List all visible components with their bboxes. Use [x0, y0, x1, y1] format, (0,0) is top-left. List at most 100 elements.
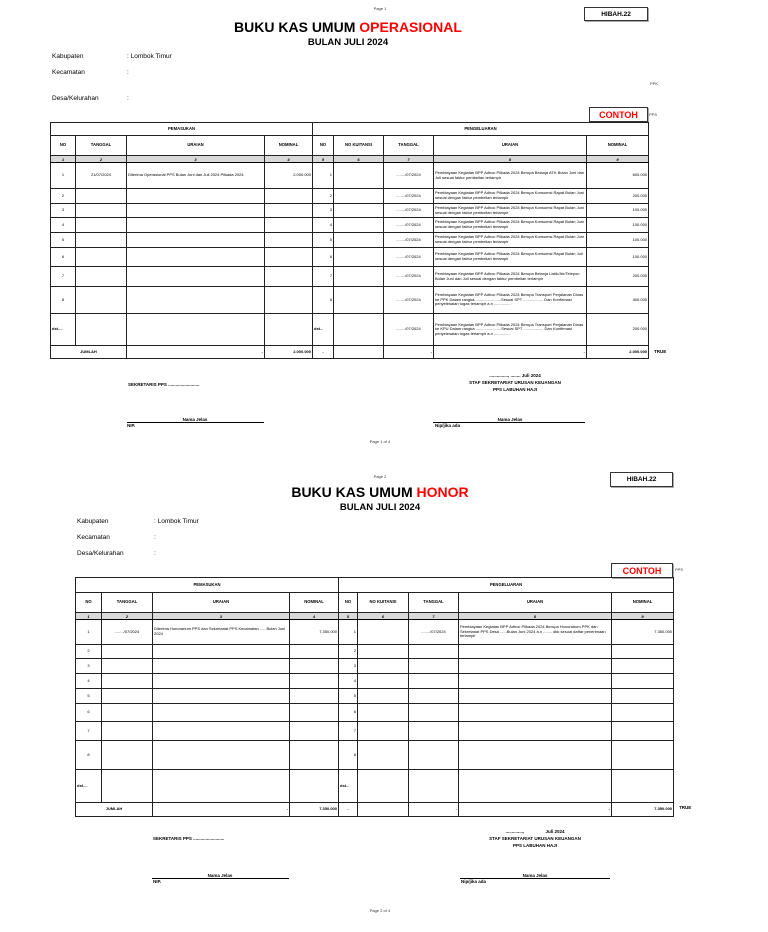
cell-out-uraian — [458, 658, 612, 674]
cell-out-no: 2 — [338, 644, 358, 659]
column-number-out-nominal: 9 — [585, 155, 650, 163]
meta-value-desa: : — [154, 550, 156, 557]
contoh-badge: CONTOH — [589, 107, 648, 122]
cell-out-kuitansi — [333, 232, 384, 248]
column-header-in-tanggal: TANGGAL — [101, 592, 153, 613]
contoh-badge: CONTOH — [611, 563, 673, 578]
cell-out-kuitansi — [357, 769, 409, 803]
column-header-row: NO TANGGAL URAIAN NOMINAL NO NO KUITANSI TANGG… — [75, 592, 675, 613]
cell-in-nominal — [264, 266, 313, 287]
cell-in-uraian — [152, 721, 290, 741]
cell-out-nominal — [610, 673, 675, 689]
cell-out-uraian — [458, 703, 612, 722]
cell-out-kuitansi — [357, 673, 409, 689]
cell-in-no: 4 — [75, 673, 102, 689]
cell-in-uraian — [152, 740, 290, 770]
cell-in-uraian — [126, 232, 265, 248]
cell-in-nominal — [264, 313, 313, 346]
cell-in-uraian — [126, 286, 265, 314]
cell-out-tanggal — [408, 721, 459, 741]
signature-right-id: Nip/jika ada — [435, 423, 461, 428]
table-row: 1 ......../07/2024 Diterima Honorarium PPS… — [75, 619, 675, 645]
cell-out-no: dst... — [312, 313, 334, 346]
cell-in-tanggal — [101, 703, 153, 722]
cell-in-uraian — [126, 313, 265, 346]
cell-in-no: 6 — [50, 247, 76, 267]
side-note-ppk: PPK — [650, 81, 659, 86]
cash-book-table: PEMASUKAN PENGELUARAN NO TANGGAL URAIAN NOMIN… — [50, 122, 650, 359]
cell-in-nominal — [264, 247, 313, 267]
column-number-out-uraian: 8 — [433, 155, 587, 163]
cell-in-tanggal — [101, 644, 153, 659]
cell-out-no: 1 — [338, 619, 358, 645]
meta-label-desa: Desa/Kelurahan — [52, 95, 99, 102]
cell-out-uraian — [458, 769, 612, 803]
cell-in-tanggal — [75, 232, 127, 248]
cell-in-uraian — [152, 658, 290, 674]
total-out-tanggal: - — [383, 345, 434, 359]
total-out-nominal: 2.000.000 — [585, 345, 650, 359]
cell-in-tanggal — [75, 217, 127, 233]
cell-out-no: 7 — [312, 266, 334, 287]
cell-out-nominal: 200.000 — [585, 188, 650, 204]
cell-in-no: 7 — [50, 266, 76, 287]
column-header-out-kuitansi: NO KUITANSI — [357, 592, 409, 613]
cell-in-tanggal — [75, 286, 127, 314]
cell-out-no: 1 — [312, 162, 334, 189]
cell-out-no: 3 — [338, 658, 358, 674]
cell-in-nominal — [289, 658, 339, 674]
cell-out-nominal: 200.000 — [585, 266, 650, 287]
cell-out-kuitansi — [333, 247, 384, 267]
signature-right-line — [460, 878, 610, 879]
column-header-out-no: NO — [338, 592, 358, 613]
cell-in-uraian — [152, 703, 290, 722]
cell-in-nominal — [289, 644, 339, 659]
page-label: Page 1 — [373, 6, 387, 11]
cell-in-uraian: Diterima Honorarium PPS dan Sekretariat … — [152, 619, 290, 645]
cell-out-tanggal: ......../07/2024 — [383, 217, 434, 233]
cell-in-no: 7 — [75, 721, 102, 741]
column-number-out-tanggal: 7 — [383, 155, 434, 163]
signature-right-org: PPS LABUHAN HAJI — [492, 387, 538, 392]
cell-in-nominal — [289, 769, 339, 803]
title-highlight: HONOR — [416, 484, 469, 500]
table-row: 4 4 ......../07/2024 Pembiayaan Kegiatan BP… — [50, 217, 650, 233]
cell-out-kuitansi — [357, 644, 409, 659]
cell-out-kuitansi — [357, 740, 409, 770]
cell-out-kuitansi — [357, 619, 409, 645]
signature-right-date: .............., Juli 2024 — [505, 829, 565, 834]
cell-out-no: 7 — [338, 721, 358, 741]
cell-in-uraian — [152, 644, 290, 659]
total-in-nominal: 2.000.000 — [264, 345, 313, 359]
meta-label-desa: Desa/Kelurahan — [77, 550, 124, 557]
meta-label-kabupaten: Kabupaten — [77, 518, 109, 525]
cell-in-no: dst.... — [50, 313, 76, 346]
page-footer: Page 1 of 4 — [369, 439, 391, 444]
column-number-in-no: 1 — [75, 612, 102, 620]
total-in-nominal: 7.350.000 — [289, 802, 339, 817]
column-number-in-uraian: 3 — [152, 612, 290, 620]
column-number-out-tanggal: 7 — [408, 612, 459, 620]
cell-in-no: 5 — [50, 232, 76, 248]
cell-out-nominal: 400.000 — [585, 286, 650, 314]
cell-in-tanggal — [101, 740, 153, 770]
cell-in-tanggal — [101, 673, 153, 689]
cell-out-no: 8 — [338, 740, 358, 770]
form-code-badge: HIBAH.22 — [584, 7, 648, 21]
cell-out-kuitansi — [333, 162, 384, 189]
total-out-uraian: - — [433, 345, 587, 359]
cell-in-tanggal — [101, 658, 153, 674]
cell-out-uraian: Pembiayaan Kegiatan BPP Adhoc Pilkada 20… — [433, 266, 587, 287]
cell-out-kuitansi — [357, 703, 409, 722]
section-pengeluaran: PENGELUARAN — [311, 122, 650, 136]
total-out-uraian: - — [458, 802, 612, 817]
cell-out-nominal: 7.350.000 — [610, 619, 675, 645]
cell-out-nominal — [610, 658, 675, 674]
cell-out-kuitansi — [357, 721, 409, 741]
column-header-out-uraian: URAIAN — [433, 135, 587, 156]
column-number-out-nominal: 9 — [610, 612, 675, 620]
